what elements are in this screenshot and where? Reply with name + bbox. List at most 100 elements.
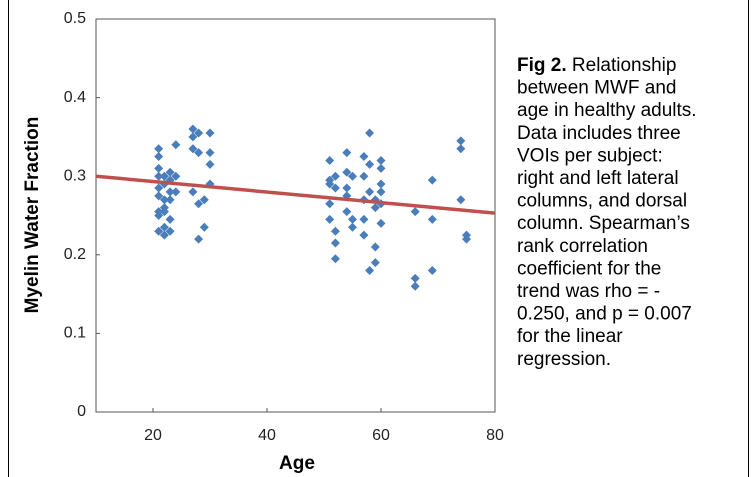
y-tick-label: 0.1 — [64, 325, 86, 342]
point — [171, 187, 181, 197]
point — [376, 155, 386, 165]
point — [165, 167, 175, 177]
point — [359, 152, 369, 162]
point — [325, 179, 335, 189]
point — [342, 183, 352, 193]
point — [154, 163, 164, 173]
point — [159, 195, 169, 205]
point — [376, 179, 386, 189]
point — [330, 226, 340, 236]
regression-line — [95, 174, 496, 215]
y-axis-label: Myelin Water Fraction — [22, 117, 43, 314]
point — [159, 171, 169, 181]
caption-text: rank correlation — [517, 236, 648, 257]
x-tick-label: 60 — [372, 427, 390, 444]
caption-text: column. Spearman’s — [517, 213, 690, 234]
y-tick-label: 0.2 — [64, 246, 86, 263]
caption-text: Relationship — [572, 55, 677, 76]
y-tick-label: 0.4 — [64, 89, 86, 106]
point — [359, 230, 369, 240]
point — [154, 211, 164, 220]
point — [159, 230, 169, 240]
point — [171, 140, 181, 150]
point — [154, 152, 164, 162]
point — [165, 226, 175, 236]
point — [376, 187, 386, 197]
point — [348, 222, 357, 232]
point — [171, 171, 181, 181]
point — [165, 195, 175, 205]
point — [365, 159, 375, 169]
caption-label: Fig 2. — [517, 55, 567, 76]
point — [194, 128, 204, 138]
point — [410, 281, 420, 291]
caption-text: columns, and dorsal — [517, 191, 687, 212]
point — [194, 234, 204, 244]
caption-text: right and left lateral — [517, 168, 679, 189]
point — [330, 254, 340, 264]
point — [159, 203, 169, 213]
caption-text: regression. — [517, 349, 611, 370]
point — [410, 273, 420, 283]
caption-line: Fig 2. Relationship — [517, 55, 676, 76]
point — [370, 258, 380, 268]
point — [199, 195, 209, 205]
point — [154, 183, 164, 193]
point — [325, 155, 335, 165]
point — [456, 144, 466, 154]
point — [205, 128, 215, 138]
point — [154, 144, 164, 154]
point — [365, 266, 375, 276]
point — [376, 218, 386, 228]
x-tick-label: 20 — [144, 427, 162, 444]
y-tick-label: 0.3 — [64, 167, 86, 184]
point — [427, 266, 437, 276]
x-tick-label: 80 — [486, 427, 504, 444]
caption-text: trend was rho = - — [517, 281, 660, 302]
point — [348, 214, 357, 224]
caption-text: coefficient for the — [517, 258, 661, 279]
point — [359, 171, 369, 181]
caption-text: 0.250, and p = 0.007 — [517, 304, 692, 325]
point — [456, 136, 466, 146]
point — [325, 199, 335, 209]
point — [348, 171, 357, 181]
point — [194, 148, 204, 158]
plot-frame — [95, 18, 496, 413]
point — [330, 238, 340, 248]
point — [462, 234, 471, 244]
point — [165, 187, 175, 197]
point — [188, 187, 198, 197]
point — [154, 171, 164, 181]
caption-text: age in healthy adults. — [517, 100, 697, 121]
point — [194, 199, 204, 209]
y-tick-label: 0 — [77, 403, 86, 420]
x-axis-label: Age — [279, 453, 315, 474]
x-tick-label: 40 — [258, 427, 276, 444]
point — [188, 132, 198, 142]
point — [359, 214, 369, 224]
caption-text: VOIs per subject: — [517, 145, 663, 166]
point — [199, 222, 209, 232]
point — [154, 226, 164, 236]
point — [154, 191, 164, 201]
point — [376, 163, 386, 173]
point — [370, 242, 380, 252]
point — [456, 195, 466, 205]
point — [325, 214, 335, 224]
caption-text: between MWF and — [517, 78, 676, 99]
point — [410, 207, 420, 217]
point — [165, 214, 175, 224]
point — [427, 175, 437, 185]
y-tick-label: 0.5 — [64, 10, 86, 27]
point — [427, 214, 437, 224]
point — [365, 128, 375, 138]
point — [188, 124, 198, 134]
point — [342, 148, 352, 158]
point — [342, 167, 352, 177]
point — [365, 187, 375, 197]
point — [330, 183, 340, 193]
point — [330, 171, 340, 181]
point — [342, 207, 352, 217]
